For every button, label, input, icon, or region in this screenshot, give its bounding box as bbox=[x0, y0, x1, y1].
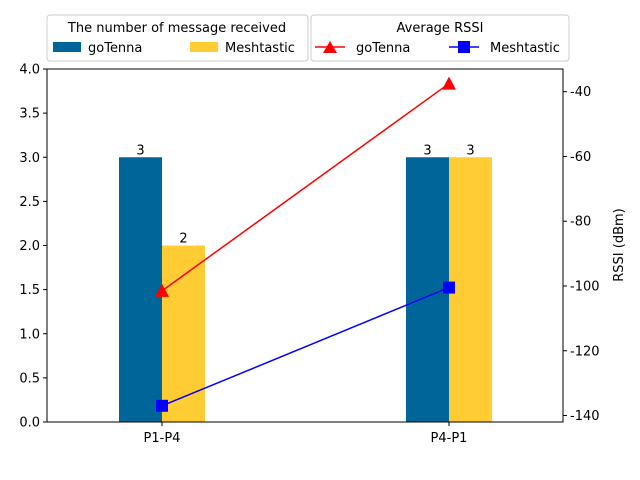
bar-gotenna-p1-p4 bbox=[119, 157, 162, 422]
legend-label-meshtastic-bar: Meshtastic bbox=[225, 41, 295, 56]
left-tick-label: 0.0 bbox=[19, 416, 40, 431]
legend-triangle-marker bbox=[323, 41, 337, 53]
left-tick-label: 0.5 bbox=[19, 371, 40, 386]
left-tick-label: 2.5 bbox=[19, 195, 40, 210]
bar-meshtastic-p1-p4 bbox=[162, 245, 205, 422]
legend-label-gotenna-line: goTenna bbox=[356, 41, 410, 56]
legend-label-gotenna-bar: goTenna bbox=[88, 41, 142, 56]
bar-value-label: 2 bbox=[179, 232, 187, 247]
legend-label-meshtastic-line: Meshtastic bbox=[490, 41, 560, 56]
legend-square-marker bbox=[458, 41, 470, 53]
legend-swatch-meshtastic-bar bbox=[190, 42, 218, 52]
right-tick-label: -80 bbox=[570, 215, 591, 230]
bar-meshtastic-p4-p1 bbox=[449, 157, 492, 422]
legend-swatch-gotenna-bar bbox=[53, 42, 81, 52]
triangle-marker bbox=[442, 76, 456, 90]
triangle-marker bbox=[155, 283, 169, 297]
bar-gotenna-p4-p1 bbox=[406, 157, 449, 422]
legend-bar-title: The number of message received bbox=[67, 21, 286, 36]
legend-rssi-title: Average RSSI bbox=[397, 21, 484, 36]
right-tick-label: -40 bbox=[570, 85, 591, 100]
right-tick-label: -140 bbox=[570, 409, 600, 424]
line-gotenna bbox=[161, 82, 450, 292]
legend-rssi: Average RSSI goTenna Meshtastic bbox=[310, 14, 570, 62]
square-marker bbox=[443, 281, 455, 294]
right-axis-label: RSSI (dBm) bbox=[612, 208, 627, 281]
x-tick-label: P4-P1 bbox=[431, 431, 468, 446]
x-tick-label: P1-P4 bbox=[144, 431, 181, 446]
right-tick-label: -60 bbox=[570, 150, 591, 165]
bar-value-label: 3 bbox=[136, 143, 144, 158]
legend-bar-counts: The number of message received goTenna M… bbox=[46, 14, 309, 62]
right-tick-label: -120 bbox=[570, 344, 600, 359]
left-tick-label: 3.5 bbox=[19, 107, 40, 122]
rssi-lines bbox=[155, 76, 456, 412]
left-tick-label: 2.0 bbox=[19, 239, 40, 254]
left-tick-label: 3.0 bbox=[19, 151, 40, 166]
bar-value-label: 3 bbox=[423, 143, 431, 158]
square-marker bbox=[156, 399, 168, 412]
left-tick-label: 1.0 bbox=[19, 327, 40, 342]
line-meshtastic bbox=[161, 286, 450, 407]
bar-value-label: 3 bbox=[466, 143, 474, 158]
bars: 3 3 2 3 bbox=[119, 143, 492, 422]
right-tick-label: -100 bbox=[570, 279, 600, 294]
left-tick-label: 1.5 bbox=[19, 283, 40, 298]
axes: 0.0 0.5 1.0 1.5 2.0 2.5 3.0 3.5 4.0 -40 -60 -80 -100… bbox=[19, 63, 599, 447]
left-tick-label: 4.0 bbox=[19, 63, 40, 78]
